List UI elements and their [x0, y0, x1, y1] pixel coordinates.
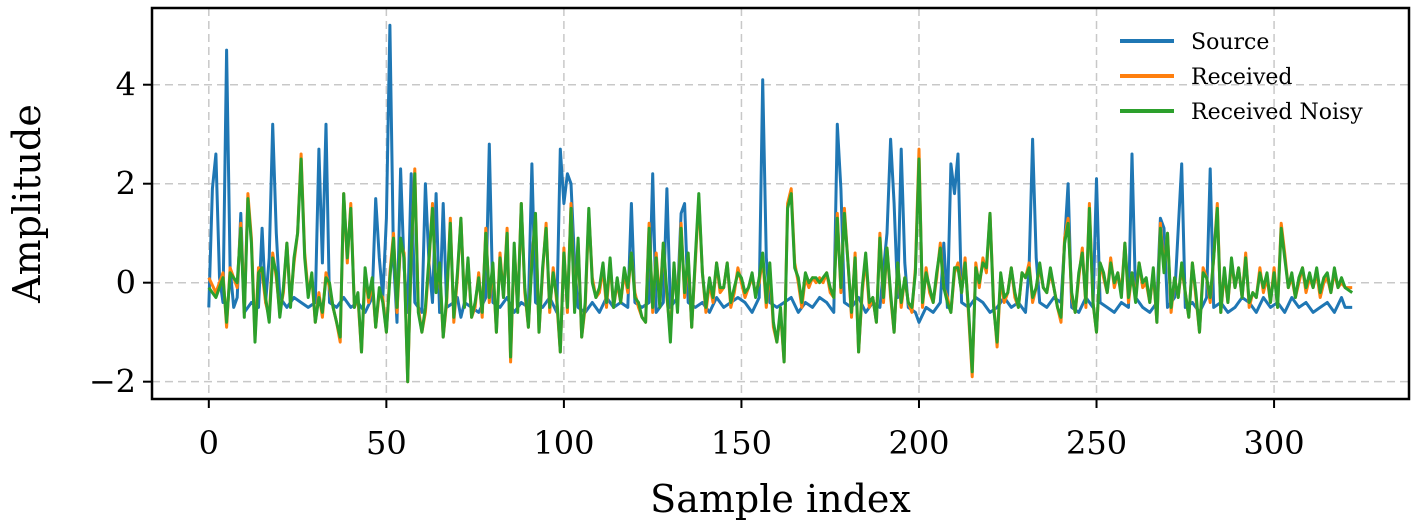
series-line-0: [207, 23, 1353, 324]
x-tick-label: 50: [366, 424, 407, 462]
y-axis-label: Amplitude: [5, 104, 49, 304]
x-tick-label: 200: [888, 424, 949, 462]
legend-label: Received Noisy: [1191, 100, 1363, 125]
series-line-2: [207, 157, 1354, 384]
x-tick-label: 150: [711, 424, 772, 462]
axis-ticks: 0 50 100 150 200 250 300 −2 0 2 4: [89, 66, 1305, 462]
x-tick-label: 250: [1066, 424, 1127, 462]
legend-label: Received: [1191, 65, 1293, 90]
x-tick-label: 100: [533, 424, 594, 462]
legend: Source Received Received Noisy: [1120, 30, 1363, 125]
series-lines: [207, 23, 1354, 384]
x-tick-label: 0: [199, 424, 219, 462]
x-axis-label: Sample index: [650, 477, 911, 521]
y-tick-label: 0: [116, 264, 136, 302]
x-tick-label: 300: [1244, 424, 1305, 462]
plot-area-frame: [150, 6, 1411, 401]
y-tick-label: 4: [116, 66, 136, 104]
legend-label: Source: [1191, 30, 1269, 55]
y-tick-label: 2: [116, 165, 136, 203]
y-tick-label: −2: [89, 363, 136, 401]
